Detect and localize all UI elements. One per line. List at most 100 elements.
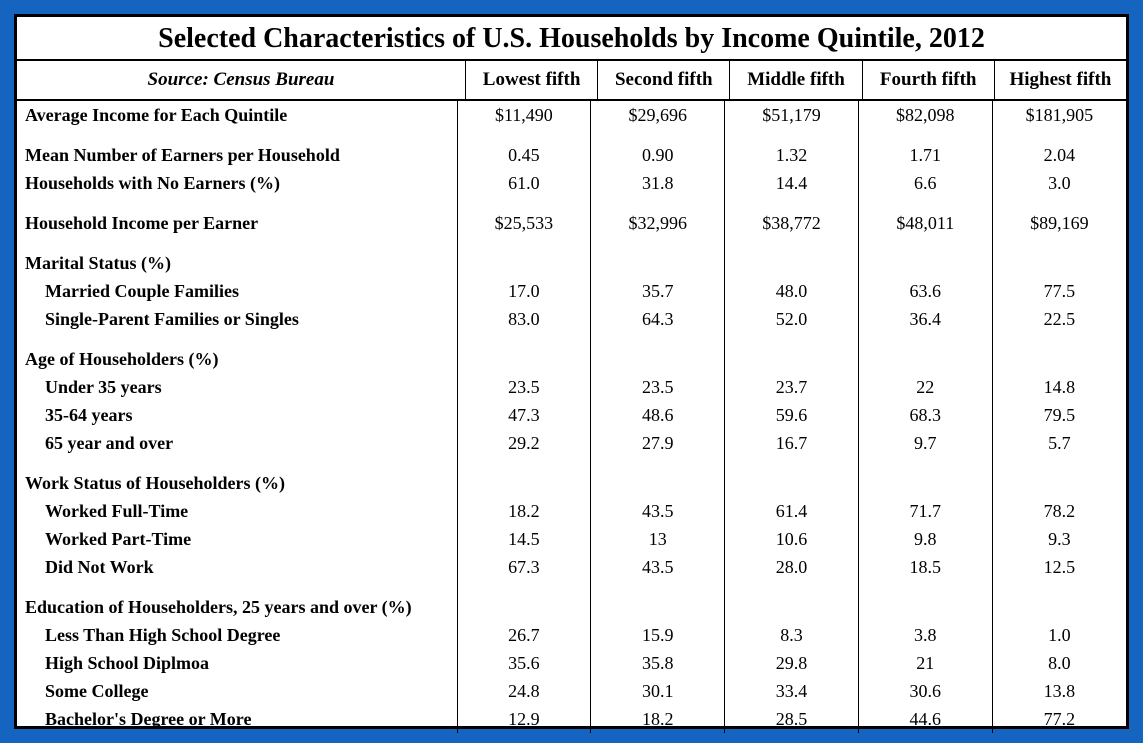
cell-value: 22.5: [992, 305, 1126, 333]
cell-value: 79.5: [992, 401, 1126, 429]
cell-value: 36.4: [858, 305, 992, 333]
cell-value: 31.8: [591, 169, 725, 197]
cell-value: 18.2: [457, 497, 591, 525]
cell-value: 13: [591, 525, 725, 553]
row-label: Did Not Work: [17, 553, 457, 581]
cell-value: 23.5: [457, 373, 591, 401]
cell-value: 14.5: [457, 525, 591, 553]
col-header-0: Lowest fifth: [466, 61, 598, 99]
table-row: [17, 197, 1126, 209]
cell-value: 28.5: [725, 705, 859, 733]
cell-value: 43.5: [591, 553, 725, 581]
cell-value: 17.0: [457, 277, 591, 305]
row-label: Married Couple Families: [17, 277, 457, 305]
col-header-2: Middle fifth: [730, 61, 862, 99]
row-label: Worked Full-Time: [17, 497, 457, 525]
cell-value: $29,696: [591, 101, 725, 129]
cell-value: 12.5: [992, 553, 1126, 581]
col-header-3: Fourth fifth: [863, 61, 995, 99]
section-label: Marital Status (%): [17, 249, 457, 277]
cell-value: 28.0: [725, 553, 859, 581]
table-card: Selected Characteristics of U.S. Househo…: [14, 14, 1129, 729]
cell-value: 59.6: [725, 401, 859, 429]
cell-value: 33.4: [725, 677, 859, 705]
cell-value: 47.3: [457, 401, 591, 429]
cell-value: 77.2: [992, 705, 1126, 733]
table-row: Age of Householders (%): [17, 345, 1126, 373]
cell-value: $11,490: [457, 101, 591, 129]
cell-value: 15.9: [591, 621, 725, 649]
cell-value: $48,011: [858, 209, 992, 237]
row-label: Worked Part-Time: [17, 525, 457, 553]
cell-value: 64.3: [591, 305, 725, 333]
table-row: Worked Full-Time18.243.561.471.778.2: [17, 497, 1126, 525]
cell-value: 44.6: [858, 705, 992, 733]
table-row: Less Than High School Degree26.715.98.33…: [17, 621, 1126, 649]
col-header-1: Second fifth: [598, 61, 730, 99]
row-label: Average Income for Each Quintile: [17, 101, 457, 129]
table-row: Education of Householders, 25 years and …: [17, 593, 1126, 621]
cell-value: 12.9: [457, 705, 591, 733]
table-title: Selected Characteristics of U.S. Househo…: [17, 17, 1126, 61]
cell-value: 29.2: [457, 429, 591, 457]
cell-value: 68.3: [858, 401, 992, 429]
cell-value: $51,179: [725, 101, 859, 129]
cell-value: 14.8: [992, 373, 1126, 401]
cell-value: 21: [858, 649, 992, 677]
table-row: Household Income per Earner$25,533$32,99…: [17, 209, 1126, 237]
cell-value: 48.0: [725, 277, 859, 305]
table-row: [17, 237, 1126, 249]
table-row: High School Diplmoa35.635.829.8218.0: [17, 649, 1126, 677]
row-label: Households with No Earners (%): [17, 169, 457, 197]
cell-value: 3.0: [992, 169, 1126, 197]
cell-value: 61.0: [457, 169, 591, 197]
cell-value: 5.7: [992, 429, 1126, 457]
cell-value: 8.3: [725, 621, 859, 649]
table-row: Bachelor's Degree or More12.918.228.544.…: [17, 705, 1126, 733]
data-table: Average Income for Each Quintile$11,490$…: [17, 101, 1126, 733]
table-row: Work Status of Householders (%): [17, 469, 1126, 497]
cell-value: 63.6: [858, 277, 992, 305]
cell-value: 16.7: [725, 429, 859, 457]
cell-value: 14.4: [725, 169, 859, 197]
row-label: Less Than High School Degree: [17, 621, 457, 649]
cell-value: 48.6: [591, 401, 725, 429]
cell-value: 18.5: [858, 553, 992, 581]
table-row: Average Income for Each Quintile$11,490$…: [17, 101, 1126, 129]
table-row: Single-Parent Families or Singles83.064.…: [17, 305, 1126, 333]
cell-value: 0.45: [457, 141, 591, 169]
cell-value: 35.8: [591, 649, 725, 677]
cell-value: 0.90: [591, 141, 725, 169]
header-row: Source: Census Bureau Lowest fifth Secon…: [17, 61, 1126, 101]
section-label: Education of Householders, 25 years and …: [17, 593, 457, 621]
row-label: 65 year and over: [17, 429, 457, 457]
outer-frame: Selected Characteristics of U.S. Househo…: [0, 0, 1143, 743]
col-header-4: Highest fifth: [995, 61, 1126, 99]
cell-value: 30.6: [858, 677, 992, 705]
row-label: Household Income per Earner: [17, 209, 457, 237]
cell-value: 13.8: [992, 677, 1126, 705]
cell-value: 35.7: [591, 277, 725, 305]
cell-value: 22: [858, 373, 992, 401]
section-label: Work Status of Householders (%): [17, 469, 457, 497]
cell-value: 18.2: [591, 705, 725, 733]
table-row: Under 35 years23.523.523.72214.8: [17, 373, 1126, 401]
cell-value: 8.0: [992, 649, 1126, 677]
table-row: Households with No Earners (%)61.031.814…: [17, 169, 1126, 197]
row-label: Under 35 years: [17, 373, 457, 401]
cell-value: $32,996: [591, 209, 725, 237]
cell-value: 23.7: [725, 373, 859, 401]
cell-value: 83.0: [457, 305, 591, 333]
cell-value: 1.71: [858, 141, 992, 169]
table-row: Married Couple Families17.035.748.063.67…: [17, 277, 1126, 305]
cell-value: 9.3: [992, 525, 1126, 553]
row-label: 35-64 years: [17, 401, 457, 429]
cell-value: 23.5: [591, 373, 725, 401]
cell-value: 26.7: [457, 621, 591, 649]
cell-value: 9.7: [858, 429, 992, 457]
cell-value: 30.1: [591, 677, 725, 705]
cell-value: 71.7: [858, 497, 992, 525]
cell-value: 24.8: [457, 677, 591, 705]
row-label: Bachelor's Degree or More: [17, 705, 457, 733]
cell-value: 1.0: [992, 621, 1126, 649]
